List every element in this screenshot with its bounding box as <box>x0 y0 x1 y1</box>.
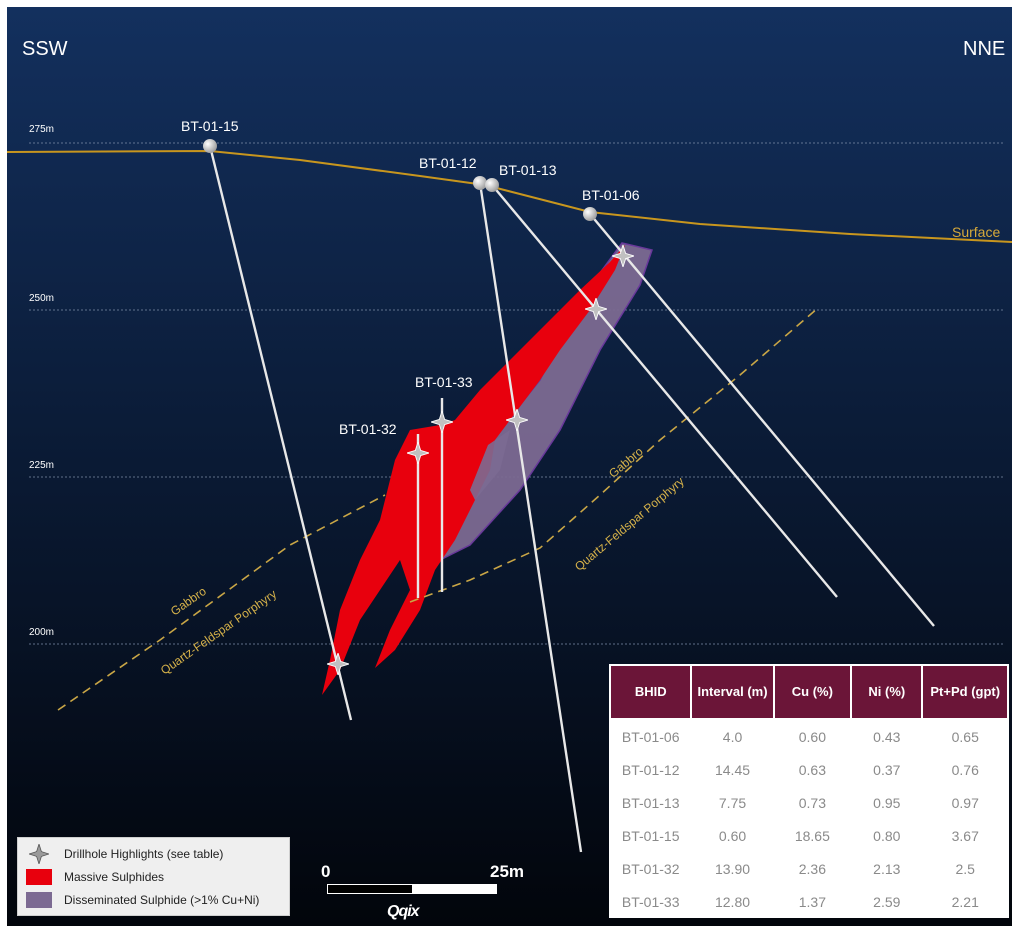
surface-label: Surface <box>952 224 1001 240</box>
table-cell: BT-01-13 <box>621 794 680 811</box>
table-cell: 0.37 <box>873 761 901 778</box>
elevation-label: 200m <box>29 627 55 638</box>
legend-label: Drillhole Highlights (see table) <box>64 847 224 861</box>
legend-item-highlights: Drillhole Highlights (see table) <box>26 844 223 864</box>
table-cell: BT-01-15 <box>621 827 680 844</box>
column-header: Ni (%) <box>850 664 924 720</box>
legend-item-disseminated: Disseminated Sulphide (>1% Cu+Ni) <box>26 890 259 910</box>
assay-table: BHID Interval (m) Cu (%) Ni (%) Pt+Pd (g… <box>608 664 1009 918</box>
column-header: BHID <box>608 664 693 720</box>
collar-bt-01-12 <box>473 176 487 190</box>
elevation-label: 275m <box>29 124 55 135</box>
table-cell: 3.67 <box>951 827 979 844</box>
elevation-label: 225m <box>29 460 55 471</box>
geological-contact <box>57 307 819 711</box>
legend-label: Massive Sulphides <box>64 870 165 884</box>
direction-right: NNE <box>963 38 1006 60</box>
table-cell: 1.37 <box>798 893 826 910</box>
table-row: BT-01-13 7.75 0.73 0.95 0.97 <box>610 786 1008 819</box>
drillhole-label: BT-01-33 <box>415 374 473 390</box>
drillhole-trace-bt-01-12 <box>478 182 583 853</box>
drillhole-label: BT-01-13 <box>499 162 557 178</box>
table-cell: 2.59 <box>873 893 901 910</box>
table-cell: 13.90 <box>714 860 751 877</box>
table-header-row: BHID Interval (m) Cu (%) Ni (%) Pt+Pd (g… <box>608 664 1009 720</box>
drillhole-traces <box>208 145 935 853</box>
direction-left: SSW <box>22 38 68 60</box>
table-cell: 0.97 <box>951 794 979 811</box>
scale-bar <box>327 884 497 894</box>
table-row: BT-01-12 14.45 0.63 0.37 0.76 <box>610 753 1008 786</box>
legend-label: Disseminated Sulphide (>1% Cu+Ni) <box>64 893 260 907</box>
legend: Drillhole Highlights (see table) Massive… <box>17 837 290 916</box>
scale-zero-label: 0 <box>321 862 331 881</box>
drillhole-trace-bt-01-13 <box>491 184 838 598</box>
table-cell: 18.65 <box>794 827 830 844</box>
table-row: BT-01-32 13.90 2.36 2.13 2.5 <box>610 852 1008 885</box>
table-cell: 0.76 <box>951 761 979 778</box>
table-cell: 2.36 <box>798 860 826 877</box>
table-row: BT-01-15 0.60 18.65 0.80 3.67 <box>610 819 1008 852</box>
table-cell: BT-01-12 <box>621 761 680 778</box>
table-row: BT-01-33 12.80 1.37 2.59 2.21 <box>610 885 1008 918</box>
table-cell: 0.95 <box>873 794 901 811</box>
table-cell: BT-01-33 <box>621 893 680 910</box>
collar-bt-01-13 <box>485 178 499 192</box>
column-header: Cu (%) <box>772 664 853 720</box>
table-cell: 0.63 <box>798 761 826 778</box>
table-cell: 2.21 <box>951 893 979 910</box>
drillhole-label: BT-01-06 <box>582 187 640 203</box>
table-cell: 2.13 <box>873 860 901 877</box>
legend-item-massive: Massive Sulphides <box>26 867 164 887</box>
massive-swatch <box>26 869 52 885</box>
table-cell: 12.80 <box>714 893 751 910</box>
drillhole-trace-bt-01-15 <box>208 145 353 721</box>
table-cell: 0.80 <box>873 827 901 844</box>
table-cell: 0.65 <box>951 728 979 745</box>
table-cell: 0.60 <box>718 827 747 844</box>
massive-sulphide-body <box>322 245 625 695</box>
drillhole-label: BT-01-12 <box>419 155 477 171</box>
table-cell: 0.60 <box>798 728 826 745</box>
drillhole-label: BT-01-15 <box>181 118 239 134</box>
table-cell: 0.73 <box>798 794 826 811</box>
star-icon <box>26 844 52 864</box>
table-cell: 2.5 <box>955 860 975 877</box>
drillhole-label: BT-01-32 <box>339 421 397 437</box>
table-cell: BT-01-32 <box>621 860 680 877</box>
disseminated-swatch <box>26 892 52 908</box>
table-cell: 14.45 <box>714 761 751 778</box>
table-cell: 0.43 <box>873 728 901 745</box>
company-logo: Qqix <box>387 903 420 920</box>
table-cell: 7.75 <box>718 794 747 811</box>
scale-end-label: 25m <box>490 862 525 881</box>
drillhole-trace-bt-01-06 <box>589 213 935 627</box>
table-cell: 4.0 <box>722 728 743 745</box>
collar-bt-01-06 <box>583 207 597 221</box>
collar-markers <box>203 139 597 221</box>
collar-bt-01-15 <box>203 139 217 153</box>
disseminated-lobe <box>470 430 510 500</box>
elevation-label: 250m <box>29 293 55 304</box>
column-header: Interval (m) <box>690 664 775 720</box>
column-header: Pt+Pd (gpt) <box>921 664 1009 720</box>
table-row: BT-01-06 4.0 0.60 0.43 0.65 <box>610 719 1008 753</box>
table-cell: BT-01-06 <box>621 728 680 745</box>
